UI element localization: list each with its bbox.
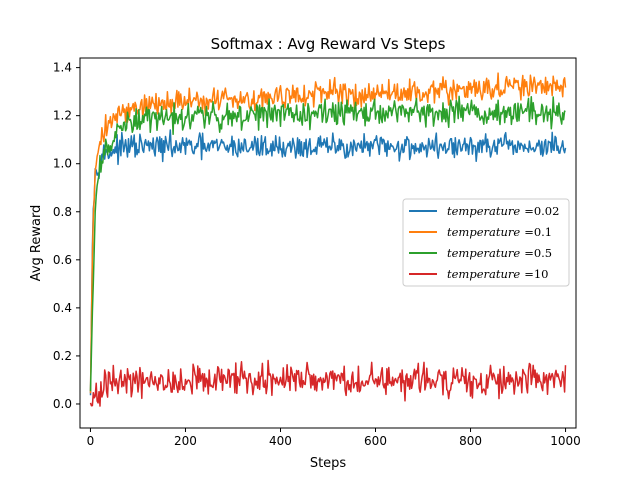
series-layer: [89, 72, 567, 407]
legend-entry-value: =0.5: [524, 246, 552, 260]
legend-entry-2: temperature =0.5: [447, 246, 552, 260]
legend-entry-italic: temperature: [447, 246, 520, 260]
y-tick-label: 0.6: [53, 253, 72, 267]
legend-entry-value: =0.1: [524, 225, 552, 239]
legend-entry-italic: temperature: [447, 225, 520, 239]
x-tick-label: 600: [364, 434, 387, 448]
y-tick-label: 0.4: [53, 301, 72, 315]
series-line-3: [89, 359, 567, 407]
y-tick-label: 1.2: [53, 109, 72, 123]
legend-entry-value: =0.02: [524, 204, 559, 218]
y-axis: 0.0 0.2 0.4 0.6 0.8 1.0 1.2 1.4: [53, 61, 80, 411]
y-tick-label: 0.2: [53, 349, 72, 363]
x-tick-label: 0: [87, 434, 95, 448]
x-axis: 0 200 400 600 800 1000: [87, 428, 581, 448]
legend-entry-italic: temperature: [447, 267, 520, 281]
x-tick-label: 400: [269, 434, 292, 448]
legend-box: [402, 198, 570, 287]
y-tick-label: 1.4: [53, 61, 72, 75]
legend-entry-3: temperature =10: [447, 267, 548, 281]
x-tick-label: 800: [459, 434, 482, 448]
legend-entry-1: temperature =0.1: [447, 225, 552, 239]
y-tick-label: 0.8: [53, 205, 72, 219]
legend-entry-0: temperature =0.02: [447, 204, 559, 218]
series-line-1: [89, 72, 567, 394]
chart-title: Softmax : Avg Reward Vs Steps: [211, 35, 446, 53]
x-axis-label: Steps: [310, 456, 347, 471]
legend-entry-value: =10: [524, 267, 548, 281]
y-tick-label: 1.0: [53, 157, 72, 171]
y-tick-label: 0.0: [53, 397, 72, 411]
plot-frame: [79, 57, 577, 429]
series-line-2: [89, 95, 566, 392]
series-line-0: [89, 129, 567, 396]
legend-entry-italic: temperature: [447, 204, 520, 218]
y-axis-label: Avg Reward: [29, 205, 44, 282]
x-tick-label: 1000: [550, 434, 581, 448]
x-tick-label: 200: [174, 434, 197, 448]
